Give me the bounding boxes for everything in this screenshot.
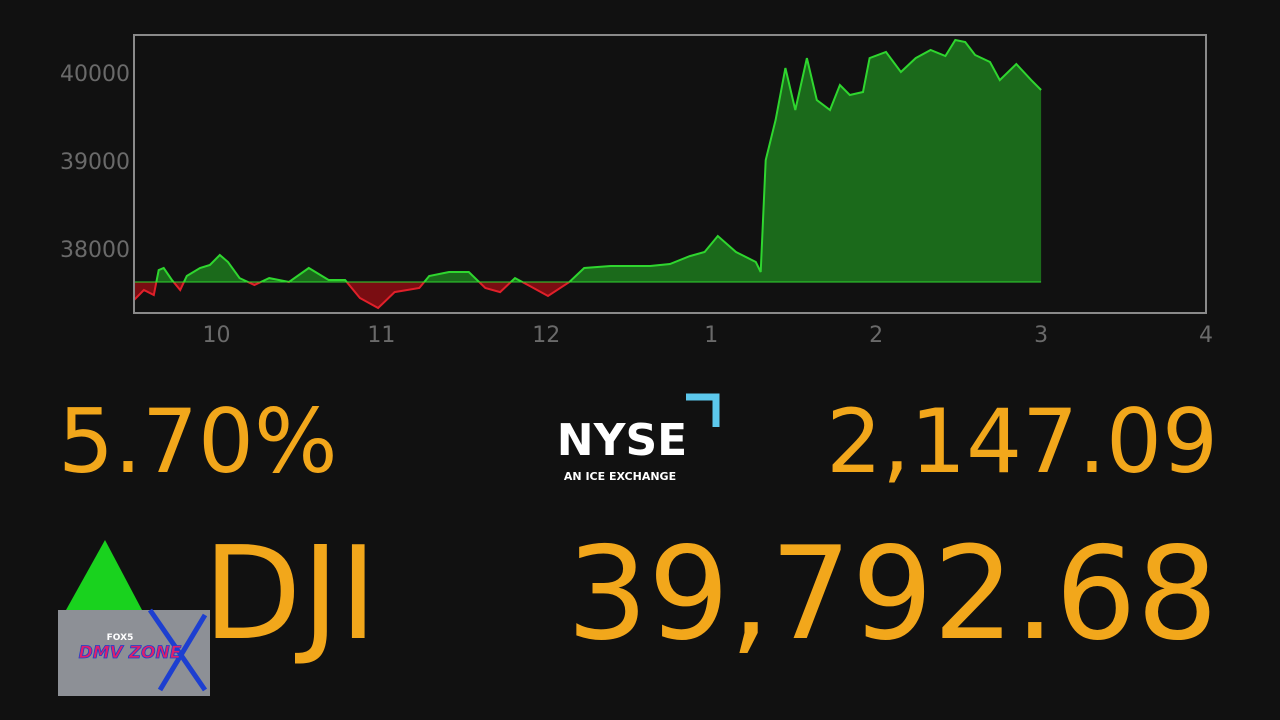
x-tick-label: 10 <box>202 323 230 348</box>
up-arrow <box>66 540 142 610</box>
plot <box>134 38 1042 310</box>
y-tick-label: 38000 <box>60 238 130 263</box>
logo-name: DMV ZONE <box>79 643 182 663</box>
logo-stroke <box>147 608 208 692</box>
exchange-logo-mark <box>686 393 720 427</box>
y-tick-label: 39000 <box>60 150 130 175</box>
channel-logo: FOX5 DMV ZONE <box>58 608 210 696</box>
symbol: DJI <box>203 520 377 669</box>
area-up <box>134 40 1042 283</box>
line-up <box>155 38 1042 283</box>
exchange-name: NYSE <box>557 415 687 466</box>
price: 39,792.68 <box>567 520 1218 669</box>
x-tick-label: 1 <box>704 323 718 348</box>
percent-change: 5.70% <box>58 390 338 493</box>
logo-stroke <box>157 613 208 692</box>
y-tick-label: 40000 <box>60 62 130 87</box>
x-tick-label: 4 <box>1199 323 1213 348</box>
x-tick-label: 11 <box>367 323 395 348</box>
points-change: 2,147.09 <box>826 390 1218 493</box>
x-tick-label: 12 <box>532 323 560 348</box>
x-tick-label: 2 <box>869 323 883 348</box>
plot-frame <box>133 34 1207 314</box>
x-tick-label: 3 <box>1034 323 1048 348</box>
exchange-tagline: AN ICE EXCHANGE <box>564 470 676 483</box>
logo-brand: FOX5 <box>107 633 134 643</box>
